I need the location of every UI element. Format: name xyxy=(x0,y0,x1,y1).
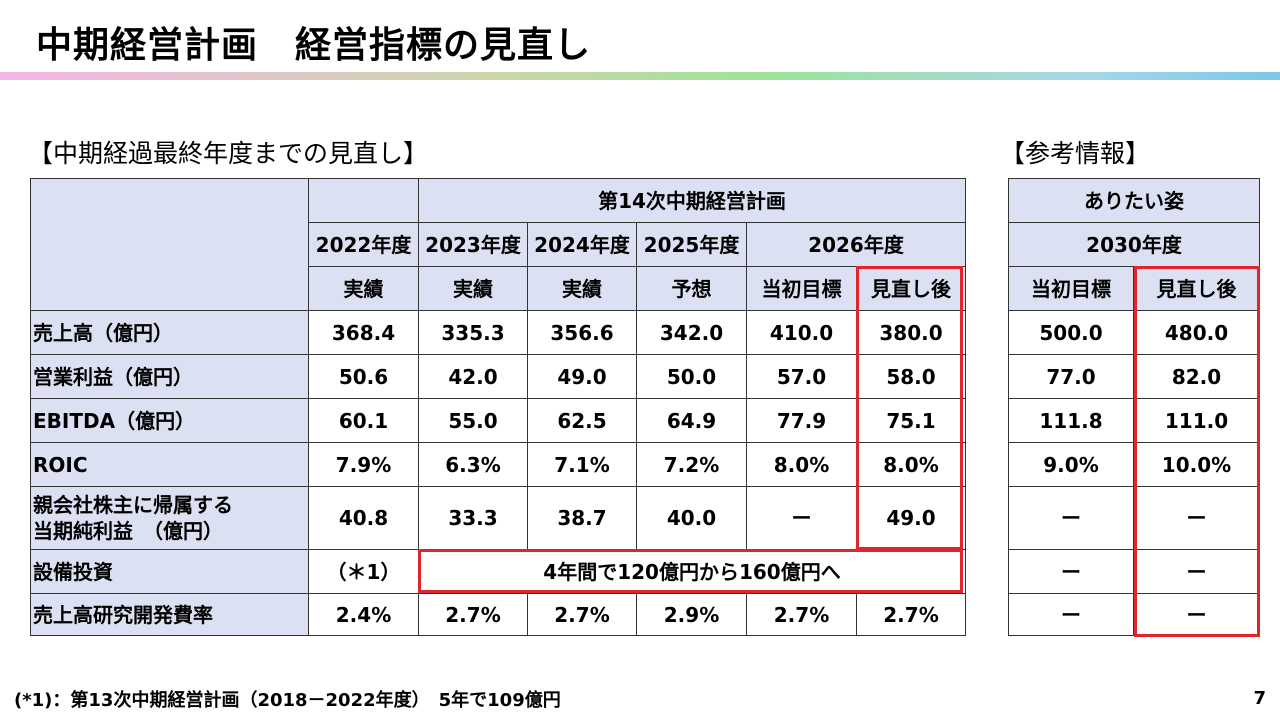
right-caption: 【参考情報】 xyxy=(1000,139,1151,168)
table-cell: 410.0 xyxy=(746,310,857,355)
table-cell: （＊1） xyxy=(308,549,419,594)
year-header: 2023年度 xyxy=(418,222,528,267)
table-cell: 50.6 xyxy=(308,354,419,399)
table-cell: 500.0 xyxy=(1008,310,1134,355)
table-cell: 2.7% xyxy=(856,593,966,636)
table-cell: 7.1% xyxy=(527,442,637,487)
table-cell: 9.0% xyxy=(1008,442,1134,487)
header-cell xyxy=(308,178,419,223)
year-header: 2024年度 xyxy=(527,222,637,267)
table-cell: 57.0 xyxy=(746,354,857,399)
table-cell: 8.0% xyxy=(746,442,857,487)
table-cell: 111.8 xyxy=(1008,398,1134,443)
year-header: 2026年度 xyxy=(746,222,966,267)
row-label: 売上高研究開発費率 xyxy=(30,593,309,636)
table-cell: 58.0 xyxy=(856,354,966,399)
table-cell: 77.9 xyxy=(746,398,857,443)
table-cell: 342.0 xyxy=(636,310,747,355)
plan-header: 第14次中期経営計画 xyxy=(418,178,966,223)
table-cell: 55.0 xyxy=(418,398,528,443)
table-cell: 7.9% xyxy=(308,442,419,487)
year-header: 2022年度 xyxy=(308,222,419,267)
table-cell: 40.8 xyxy=(308,486,419,550)
table-cell: 42.0 xyxy=(418,354,528,399)
table-cell: 75.1 xyxy=(856,398,966,443)
table-cell: ー xyxy=(1008,549,1134,594)
ref-header: ありたい姿 xyxy=(1008,178,1260,223)
table-cell: ー xyxy=(1133,593,1260,636)
row-label: ROIC xyxy=(30,442,309,487)
table-cell: 82.0 xyxy=(1133,354,1260,399)
status-header: 実績 xyxy=(308,266,419,311)
table-cell: ー xyxy=(1008,593,1134,636)
table-cell: 2.7% xyxy=(418,593,528,636)
left-caption: 【中期経過最終年度までの見直し】 xyxy=(28,139,429,168)
row-label: 売上高（億円） xyxy=(30,310,309,355)
table-cell: 64.9 xyxy=(636,398,747,443)
table-cell: 38.7 xyxy=(527,486,637,550)
table-cell: 380.0 xyxy=(856,310,966,355)
table-cell: ー xyxy=(1133,549,1260,594)
table-cell: 10.0% xyxy=(1133,442,1260,487)
page-number: 7 xyxy=(1253,688,1266,709)
table-cell: 33.3 xyxy=(418,486,528,550)
ref-year: 2030年度 xyxy=(1008,222,1260,267)
table-cell: 60.1 xyxy=(308,398,419,443)
year-header: 2025年度 xyxy=(636,222,747,267)
footnote: (*1)：第13次中期経営計画（2018－2022年度） 5年で109億円 xyxy=(14,690,561,711)
header-cell xyxy=(30,178,309,311)
merged-cell: 4年間で120億円から160億円へ xyxy=(418,549,966,594)
table-cell: 2.9% xyxy=(636,593,747,636)
slide-title: 中期経営計画 経営指標の見直し xyxy=(36,25,592,66)
table-cell: 480.0 xyxy=(1133,310,1260,355)
table-cell: 50.0 xyxy=(636,354,747,399)
table-cell: 49.0 xyxy=(527,354,637,399)
row-label: EBITDA（億円） xyxy=(30,398,309,443)
status-header: 予想 xyxy=(636,266,747,311)
status-header: 見直し後 xyxy=(856,266,966,311)
table-cell: 8.0% xyxy=(856,442,966,487)
row-label: 営業利益（億円） xyxy=(30,354,309,399)
table-cell: 62.5 xyxy=(527,398,637,443)
table-cell: 40.0 xyxy=(636,486,747,550)
table-cell: 2.4% xyxy=(308,593,419,636)
table-cell: 2.7% xyxy=(746,593,857,636)
accent-bar xyxy=(0,72,1280,80)
table-cell: ー xyxy=(1133,486,1260,550)
status-header: 見直し後 xyxy=(1133,266,1260,311)
table-cell: 368.4 xyxy=(308,310,419,355)
status-header: 実績 xyxy=(418,266,528,311)
row-label: 親会社株主に帰属する 当期純利益 （億円） xyxy=(30,486,309,550)
table-cell: 49.0 xyxy=(856,486,966,550)
status-header: 当初目標 xyxy=(1008,266,1134,311)
table-cell: 6.3% xyxy=(418,442,528,487)
table-cell: 77.0 xyxy=(1008,354,1134,399)
table-cell: 335.3 xyxy=(418,310,528,355)
table-cell: 7.2% xyxy=(636,442,747,487)
table-cell: ー xyxy=(746,486,857,550)
status-header: 当初目標 xyxy=(746,266,857,311)
status-header: 実績 xyxy=(527,266,637,311)
row-label: 設備投資 xyxy=(30,549,309,594)
table-cell: 2.7% xyxy=(527,593,637,636)
table-cell: 356.6 xyxy=(527,310,637,355)
table-cell: 111.0 xyxy=(1133,398,1260,443)
table-cell: ー xyxy=(1008,486,1134,550)
